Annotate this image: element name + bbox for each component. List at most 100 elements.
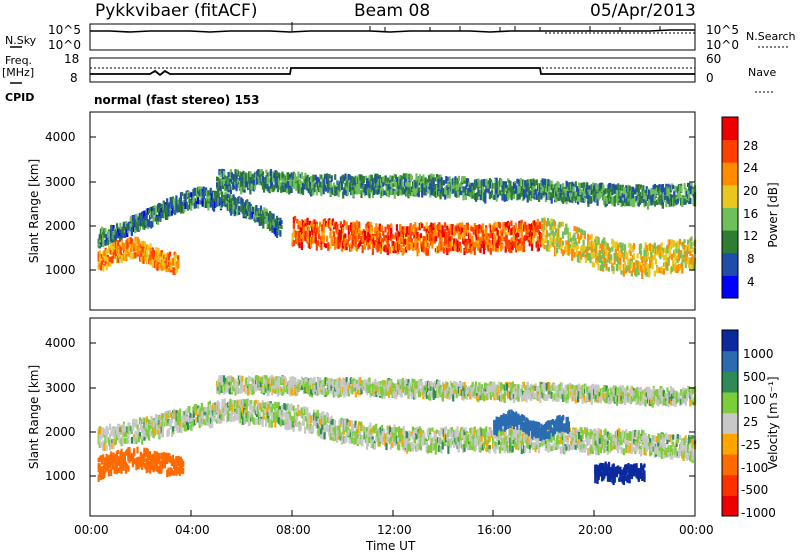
power-cell [607, 252, 610, 260]
power-cell [129, 221, 132, 226]
power-cell [580, 248, 583, 255]
power-cell [519, 237, 522, 244]
power-cell [590, 184, 593, 190]
power-cell [373, 183, 376, 188]
power-cell [273, 172, 276, 179]
velocity-cell [337, 425, 340, 432]
power-cell [674, 185, 677, 192]
power-cell [228, 181, 231, 186]
power-cell [540, 181, 543, 188]
power-cell [673, 240, 676, 247]
power-cell [163, 255, 166, 261]
power-cell [336, 237, 339, 246]
power-cell [489, 232, 492, 239]
velocity-cell [135, 431, 138, 437]
power-cell [629, 243, 632, 251]
power-cell [495, 222, 498, 228]
velocity-cell [143, 430, 146, 437]
velocity-cell [340, 436, 343, 445]
power-cell [654, 246, 657, 254]
power-cell [618, 263, 621, 271]
power-cell [591, 245, 594, 253]
power-cell [366, 185, 369, 192]
velocity-cell [143, 422, 146, 429]
velocity-cell [173, 412, 176, 420]
power-cell [306, 236, 309, 242]
velocity-cell [128, 428, 131, 434]
power-cell [522, 238, 526, 245]
power-cell [512, 194, 515, 200]
velocity-cell [254, 406, 257, 411]
power-cell [352, 227, 355, 235]
power-cell [628, 185, 631, 194]
power-cell [438, 179, 441, 186]
power-cell [551, 242, 554, 247]
velocity-cell [207, 409, 210, 415]
power-cell [274, 218, 277, 223]
power-cell [661, 185, 664, 192]
power-cell [397, 233, 400, 242]
power-cell [263, 182, 266, 191]
power-cell [373, 177, 376, 185]
power-cell [258, 209, 261, 214]
power-cell [306, 217, 309, 225]
power-cell [689, 250, 692, 256]
power-cell [356, 234, 360, 240]
power-cell [184, 199, 187, 205]
power-cell [421, 181, 424, 186]
velocity-cell [159, 430, 162, 438]
velocity-cell [154, 417, 158, 424]
power-cell [440, 177, 443, 185]
power-cell [660, 248, 663, 253]
power-cell [532, 238, 535, 244]
velocity-cell [103, 443, 106, 451]
power-cell [583, 192, 587, 197]
power-cell [144, 256, 147, 262]
power-cell [439, 191, 442, 200]
power-cell [283, 180, 286, 188]
power-cell [307, 188, 310, 194]
power-cell [573, 232, 576, 239]
power-cell [400, 189, 403, 196]
power-cell [660, 266, 663, 272]
velocity-cell [214, 417, 217, 422]
velocity-cell [105, 431, 108, 437]
power-cell [402, 239, 405, 247]
power-cell [598, 257, 601, 263]
power-cell [672, 239, 675, 248]
power-cell [586, 248, 589, 255]
power-cell [493, 223, 496, 230]
power-cell [428, 175, 431, 183]
velocity-cell [179, 414, 182, 423]
power-cell [445, 185, 448, 194]
power-cell [669, 245, 672, 250]
velocity-cell [314, 412, 317, 420]
power-cell [119, 222, 122, 229]
power-cell [142, 241, 145, 250]
velocity-cell [308, 425, 311, 434]
power-cell [558, 236, 561, 241]
power-cell [187, 193, 191, 199]
velocity-cell [309, 423, 312, 430]
velocity-cell [238, 399, 241, 406]
velocity-cell [187, 422, 190, 431]
power-cell [377, 232, 380, 238]
velocity-cell [262, 414, 265, 420]
power-cell [548, 193, 551, 200]
power-cell [160, 208, 163, 213]
power-cell [677, 184, 680, 189]
velocity-cell [243, 399, 246, 406]
power-cell [110, 228, 113, 236]
power-cell [368, 244, 371, 249]
power-cell [545, 244, 548, 252]
power-cell [140, 250, 143, 257]
velocity-cell [216, 410, 219, 418]
velocity-cell [328, 417, 331, 422]
velocity-cell [141, 435, 144, 440]
power-cell [149, 260, 152, 266]
power-cell [512, 183, 515, 190]
power-cell [578, 237, 581, 244]
power-cell [258, 216, 261, 222]
power-cell [313, 219, 316, 225]
power-cell [332, 231, 336, 238]
